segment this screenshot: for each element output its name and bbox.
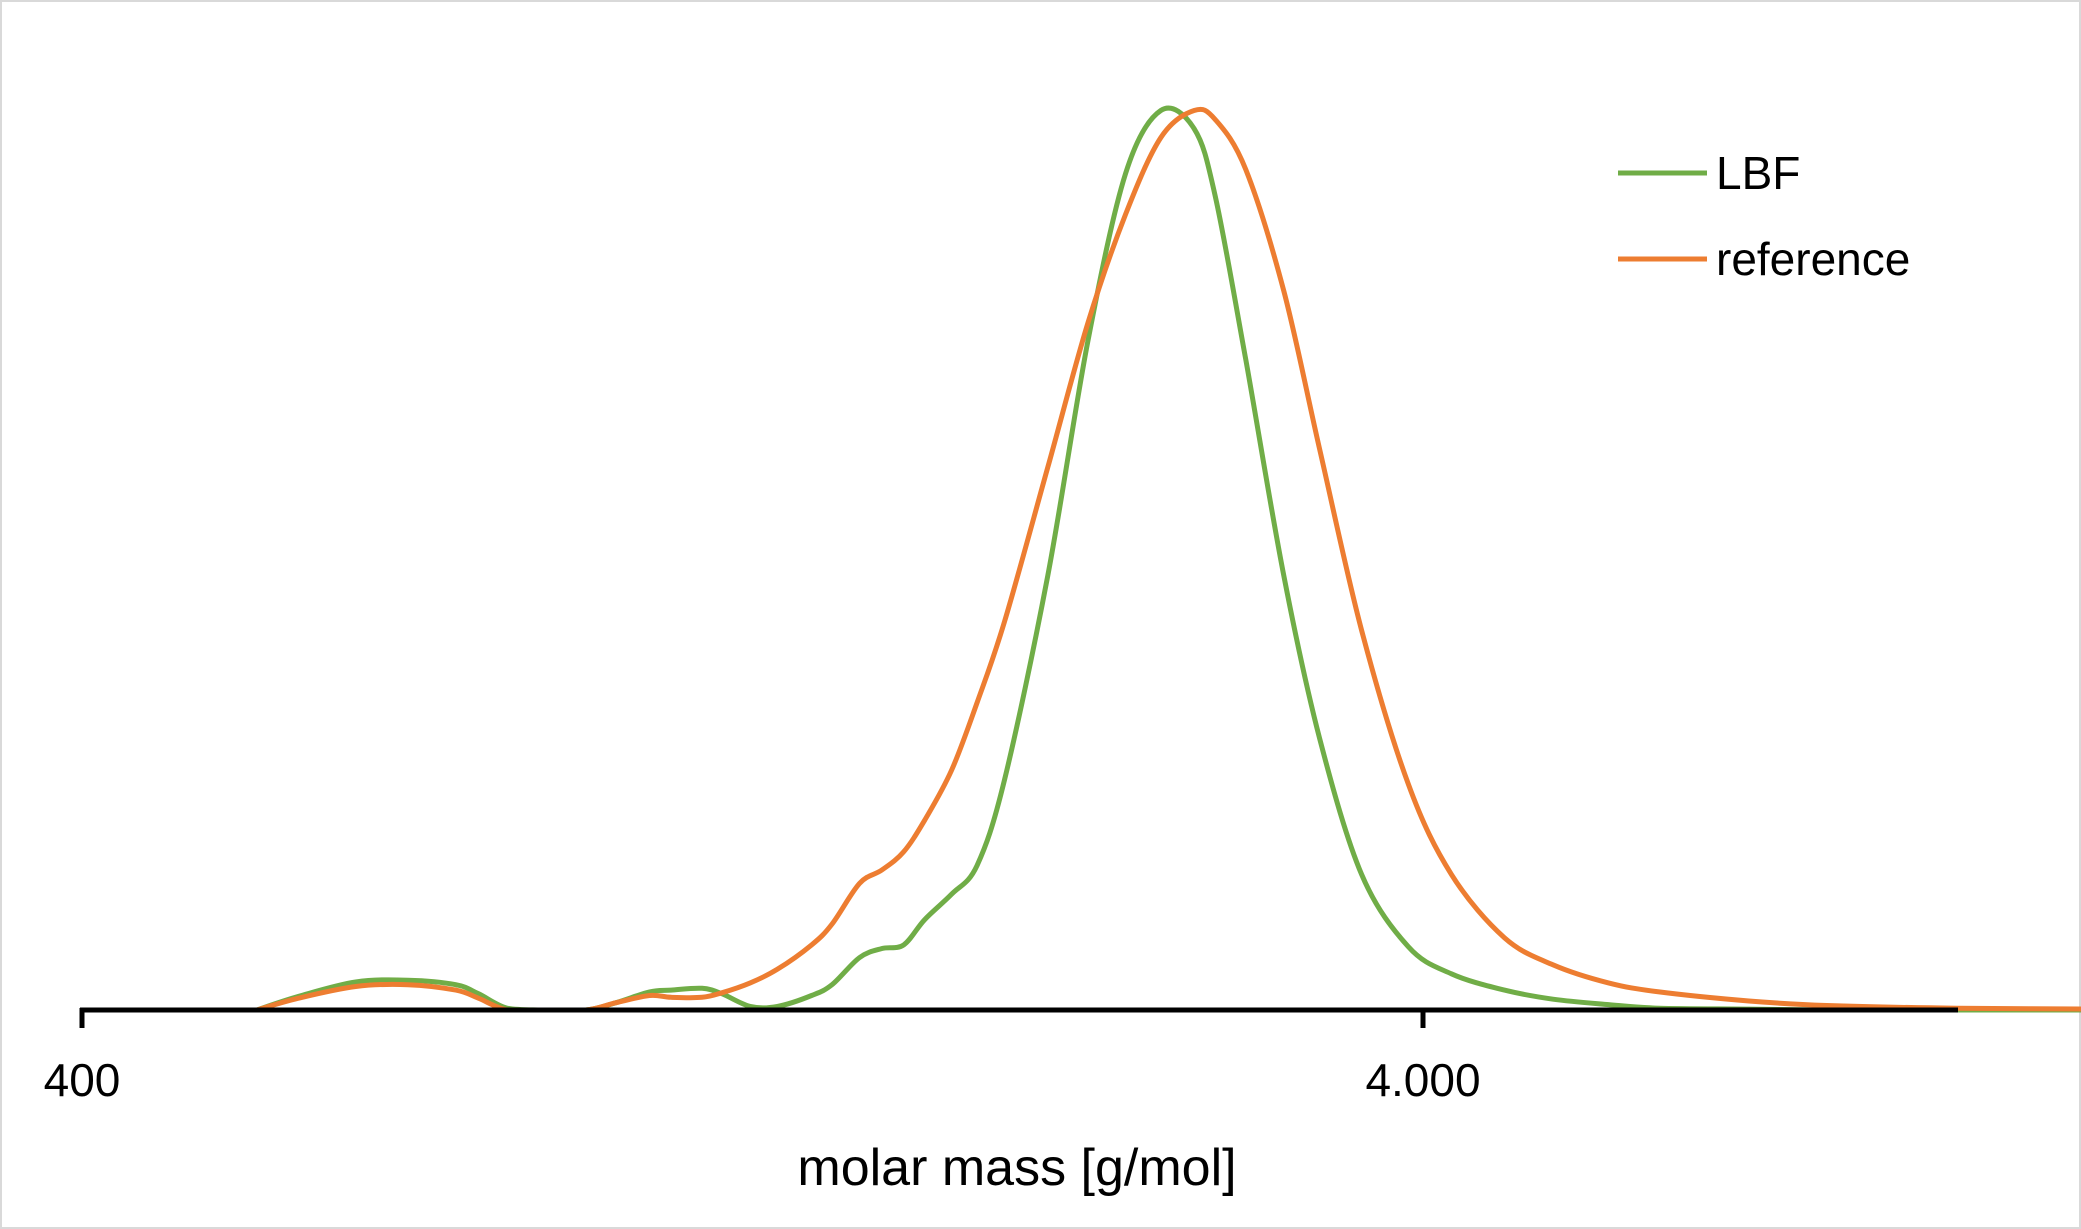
x-tick-label-4000: 4.000 [1365, 1054, 1480, 1106]
legend-label-lbf: LBF [1716, 147, 1800, 199]
legend-item-reference: reference [1618, 233, 1910, 285]
legend: LBF reference [1618, 147, 1910, 285]
legend-item-lbf: LBF [1618, 147, 1800, 199]
legend-label-reference: reference [1716, 233, 1910, 285]
x-axis-title: molar mass [g/mol] [797, 1139, 1236, 1197]
series-layer [254, 105, 2081, 1013]
plot-area: 400 4.000 molar mass [g/mol] [44, 105, 2081, 1197]
x-tick-label-400: 400 [44, 1054, 121, 1106]
series-line-reference [254, 106, 2081, 1013]
